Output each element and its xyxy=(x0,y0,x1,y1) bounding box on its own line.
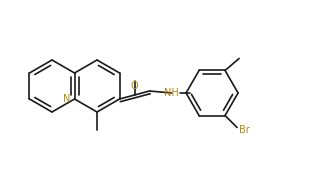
Text: N: N xyxy=(63,94,71,104)
Text: O: O xyxy=(131,81,138,91)
Text: Br: Br xyxy=(239,124,250,134)
Text: NH: NH xyxy=(164,88,179,98)
